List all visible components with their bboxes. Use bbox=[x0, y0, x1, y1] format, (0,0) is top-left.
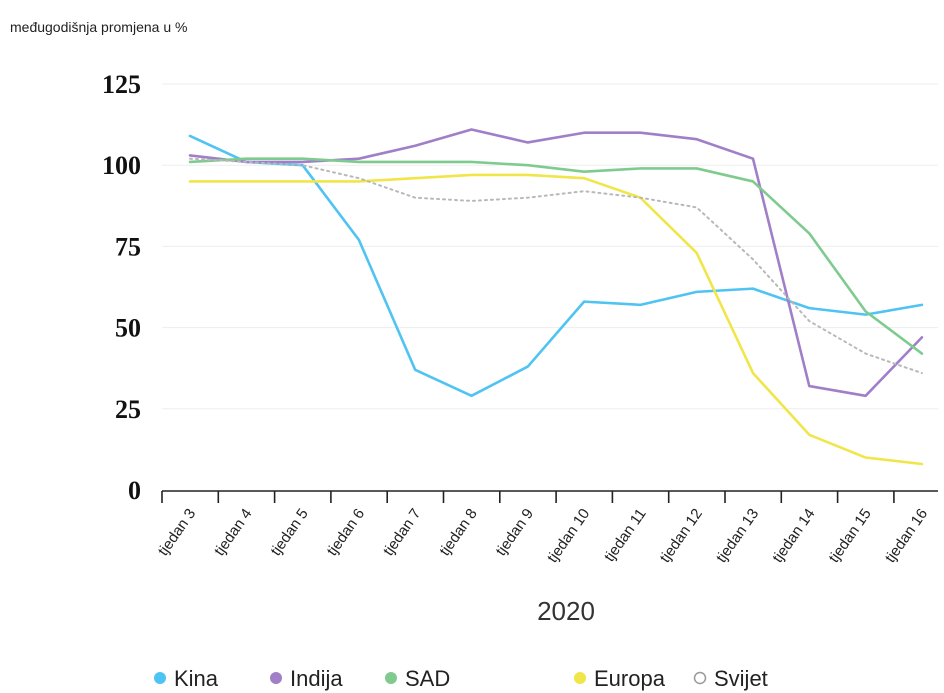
series-sad bbox=[188, 157, 924, 355]
legend-item-europa: Europa bbox=[574, 666, 666, 691]
x-tick-label: tjedan 12 bbox=[657, 506, 706, 566]
series-line bbox=[188, 134, 924, 398]
legend-swatch bbox=[270, 672, 282, 684]
legend-item-indija: Indija bbox=[270, 666, 343, 691]
series-indija bbox=[188, 128, 924, 398]
x-axis-title: 2020 bbox=[537, 596, 595, 626]
y-tick-label: 25 bbox=[115, 395, 141, 424]
x-axis: tjedan 3 tjedan 4 tjedan 5 tjedan 6 tjedan 7… bbox=[155, 490, 938, 566]
series-svijet bbox=[189, 157, 923, 375]
x-tick-label: tjedan 14 bbox=[769, 506, 818, 566]
legend-label: Svijet bbox=[714, 666, 768, 691]
x-tick-label: tjedan 3 bbox=[155, 506, 200, 559]
series-line bbox=[188, 173, 924, 466]
x-tick-label: tjedan 4 bbox=[211, 506, 256, 559]
x-tick-label: tjedan 6 bbox=[324, 506, 369, 559]
y-axis-title: međugodišnja promjena u % bbox=[10, 19, 187, 35]
legend-label: SAD bbox=[405, 666, 450, 691]
legend-item-kina: Kina bbox=[154, 666, 219, 691]
x-tick-label: tjedan 9 bbox=[493, 506, 538, 559]
y-tick-label: 0 bbox=[128, 476, 141, 505]
x-tick-label: tjedan 15 bbox=[826, 506, 875, 566]
series-europa bbox=[188, 173, 924, 466]
series-line bbox=[188, 128, 924, 398]
x-tick-label: tjedan 11 bbox=[601, 506, 650, 565]
y-tick-label: 125 bbox=[102, 70, 141, 99]
x-tick-label: tjedan 5 bbox=[267, 506, 312, 559]
legend-swatch bbox=[574, 672, 586, 684]
series-kina bbox=[188, 134, 924, 398]
legend: Kina Indija SAD Europa Svijet bbox=[154, 666, 768, 691]
series-lines bbox=[188, 128, 924, 466]
legend-swatch bbox=[154, 672, 166, 684]
x-tick-label: tjedan 7 bbox=[380, 506, 425, 559]
y-tick-label: 50 bbox=[115, 314, 141, 343]
legend-label: Indija bbox=[290, 666, 343, 691]
y-tick-labels: 0 25 50 75 100 125 bbox=[102, 70, 141, 505]
x-tick-label: tjedan 13 bbox=[713, 506, 762, 566]
x-tick-label: tjedan 8 bbox=[436, 506, 481, 559]
legend-swatch bbox=[385, 672, 397, 684]
gridlines bbox=[162, 83, 938, 410]
legend-item-sad: SAD bbox=[385, 666, 450, 691]
y-tick-label: 75 bbox=[115, 232, 141, 261]
y-tick-label: 100 bbox=[102, 151, 141, 180]
x-tick-label: tjedan 16 bbox=[882, 506, 931, 566]
series-line bbox=[189, 157, 923, 375]
series-line bbox=[188, 157, 924, 355]
legend-label: Kina bbox=[174, 666, 219, 691]
legend-swatch bbox=[693, 671, 707, 685]
legend-label: Europa bbox=[594, 666, 666, 691]
legend-item-svijet: Svijet bbox=[693, 666, 768, 691]
x-tick-label: tjedan 10 bbox=[544, 506, 593, 566]
